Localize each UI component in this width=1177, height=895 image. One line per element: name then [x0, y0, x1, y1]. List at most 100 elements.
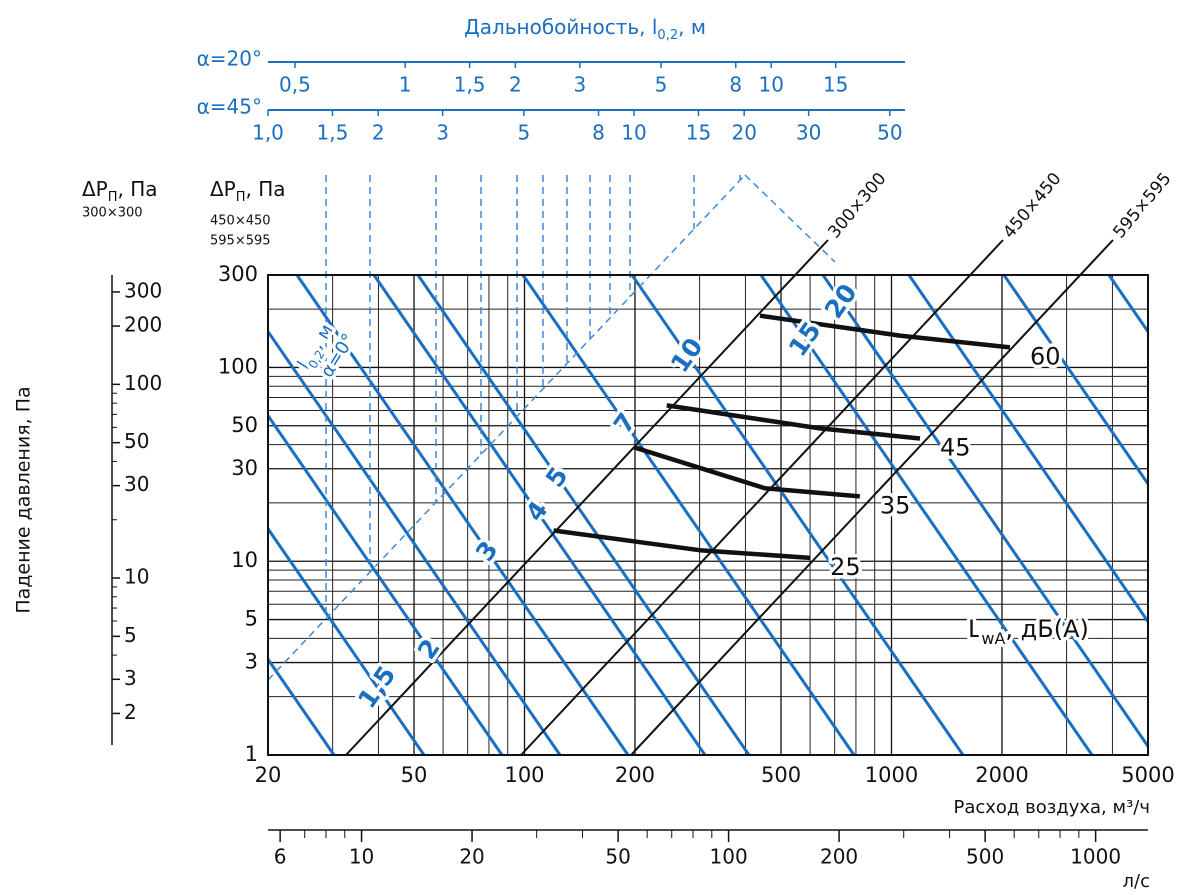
size-line — [345, 239, 829, 756]
top-axis-tick-label: 0,5 — [279, 73, 311, 97]
chart-title: Дальнобойность, l0,2, м — [464, 15, 706, 44]
top-axis-label: α=20° — [197, 47, 262, 71]
top-axis-tick-label: 5 — [655, 73, 668, 97]
y2-tick-label: 100 — [124, 371, 162, 395]
x2-tick-label: 500 — [966, 845, 1004, 869]
y-axis-title-part: П — [236, 190, 246, 205]
y2-tick-label: 50 — [124, 429, 149, 453]
top-axis-tick-label: 30 — [796, 121, 821, 145]
chart-title-part: , м — [678, 15, 706, 39]
y-tick-label: 1 — [245, 742, 258, 766]
throw-line — [907, 275, 1148, 625]
plot-border — [267, 274, 1149, 756]
y2-tick-label: 200 — [124, 313, 162, 337]
top-axis-tick-label: 8 — [592, 121, 605, 145]
legend-label: 35 — [880, 491, 911, 519]
size-line — [520, 239, 1004, 756]
legend-label: 60 — [1030, 342, 1061, 370]
x-tick-label: 20 — [255, 763, 282, 787]
y2-tick-label: 30 — [124, 472, 149, 496]
y2-axis-title: ΔPП, Па — [82, 177, 158, 206]
x2-axis-title: л/с — [1123, 871, 1150, 892]
throw-line — [521, 275, 856, 755]
series-label: LwA, дБ(A) — [968, 615, 1089, 648]
legend-label: 45 — [940, 433, 971, 461]
top-axis-tick-label: 1 — [399, 73, 412, 97]
y-axis-title-part: ΔP — [210, 177, 236, 201]
x-tick-label: 50 — [401, 763, 428, 787]
x-tick-label: 100 — [504, 763, 544, 787]
y2-axis-title-part: , Па — [118, 177, 158, 201]
series-label-part: , дБ(A) — [1005, 615, 1088, 643]
x2-tick-label: 20 — [459, 845, 484, 869]
noise-curve — [759, 313, 1011, 350]
top-axis-tick-label: 2 — [372, 121, 385, 145]
top-axis-tick-label: 8 — [729, 73, 742, 97]
top-axis-tick-label: 20 — [731, 121, 756, 145]
series-label-part: L — [968, 615, 982, 643]
y2-tick-label: 2 — [124, 700, 137, 724]
top-axis-tick-label: 3 — [573, 73, 586, 97]
y2-tick-label: 10 — [124, 565, 149, 589]
throw-line — [1002, 275, 1148, 487]
noise-curve — [633, 445, 861, 499]
y-tick-label: 30 — [231, 456, 258, 480]
series-label-part: wA — [981, 629, 1005, 648]
y2-axis-title-part: ΔP — [82, 177, 108, 201]
y-tick-label: 50 — [231, 413, 258, 437]
y-tick-label: 10 — [231, 548, 258, 572]
x2-tick-label: 50 — [605, 845, 630, 869]
x-tick-label: 2000 — [975, 763, 1028, 787]
throw-line — [416, 275, 751, 755]
guide-line — [267, 174, 746, 681]
noise-curve — [666, 403, 921, 441]
top-axis-tick-label: 1,0 — [252, 121, 284, 145]
top-axis-tick-label: 2 — [509, 73, 522, 97]
top-axis-tick-label: 50 — [877, 121, 902, 145]
throw-line — [372, 275, 707, 755]
x2-tick-label: 10 — [349, 845, 374, 869]
throw-line — [268, 413, 504, 755]
x-axis-title: Расход воздуха, м³/ч — [953, 797, 1150, 818]
x2-tick-label: 200 — [820, 845, 858, 869]
size-lines — [345, 239, 1114, 756]
y2-tick-label: 300 — [124, 278, 162, 302]
y-tick-label: 100 — [218, 354, 258, 378]
top-axis-tick-label: 10 — [621, 121, 646, 145]
throw-line — [268, 526, 426, 755]
guide-line — [744, 174, 836, 263]
throw-line — [268, 328, 562, 755]
y-size-label: 450×450 — [210, 214, 271, 229]
throw-line — [295, 275, 630, 755]
x-tick-label: 5000 — [1121, 763, 1174, 787]
throw-line — [268, 656, 336, 755]
throw-lines — [268, 275, 1148, 755]
top-axis-tick-label: 5 — [517, 121, 530, 145]
top-axis-tick-label: 1,5 — [454, 73, 486, 97]
y2-tick-label: 3 — [124, 666, 137, 690]
y-axis-title: ΔPП, Па — [210, 177, 286, 206]
x-tick-label: 200 — [615, 763, 655, 787]
top-axis-label: α=45° — [197, 95, 262, 119]
legend-label: 25 — [830, 553, 861, 581]
noise-curves — [553, 313, 1011, 561]
dashed-guides — [267, 174, 836, 681]
x2-tick-label: 100 — [710, 845, 748, 869]
y-axis-title-part: , Па — [246, 177, 286, 201]
y-axis-title: Падение давления, Па — [13, 386, 35, 613]
chart-title-part: Дальнобойность, l — [464, 15, 657, 39]
size-line — [630, 239, 1114, 756]
throw-line — [759, 275, 1094, 755]
throw-line — [630, 275, 965, 755]
x2-tick-label: 1000 — [1070, 845, 1121, 869]
x-tick-label: 1000 — [865, 763, 918, 787]
y2-axis-title-part: П — [108, 190, 118, 205]
y-tick-label: 3 — [245, 650, 258, 674]
y2-size-label: 300×300 — [82, 206, 143, 221]
x2-tick-label: 6 — [274, 845, 287, 869]
y-tick-label: 5 — [245, 607, 258, 631]
top-axis-tick-label: 1,5 — [317, 121, 349, 145]
